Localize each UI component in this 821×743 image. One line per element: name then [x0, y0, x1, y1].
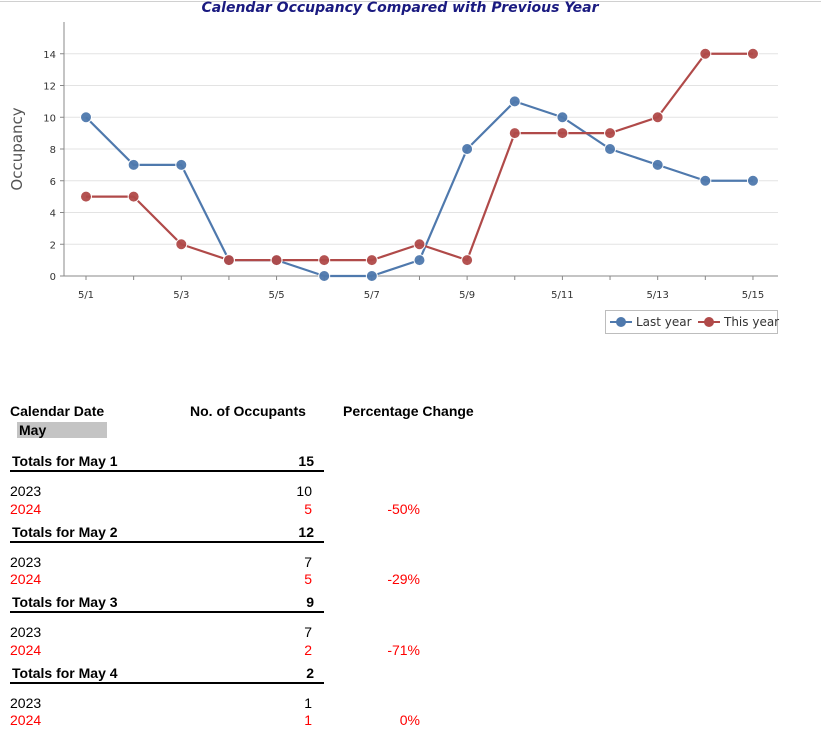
prev-year-label: 2023	[10, 554, 42, 570]
data-point-last-year	[508, 95, 521, 108]
data-point-last-year	[80, 111, 92, 124]
prev-year-count: 1	[304, 695, 312, 711]
occupancy-chart: Occupancy 0 2 4 6 8 10 12 14 5/1 5/3 5/5 5/7 5/9 5/11 5…	[8, 22, 778, 301]
data-point-last-year	[413, 254, 426, 267]
x-tick-label: 5/13	[646, 290, 668, 301]
data-point-this-year	[508, 127, 521, 140]
x-tick-label: 5/3	[173, 290, 189, 301]
day-total-label: Totals for May 3	[12, 594, 118, 610]
percentage-change: 0%	[399, 712, 420, 728]
data-point-last-year	[318, 270, 331, 282]
x-tick-label: 5/1	[78, 290, 94, 301]
cur-year-label: 2024	[10, 712, 42, 728]
y-tick-label: 0	[50, 272, 56, 283]
day-total-label: Totals for May 2	[12, 524, 118, 540]
data-point-last-year	[365, 270, 378, 282]
series-line-this-year	[86, 52, 753, 262]
legend-marker-last-year	[616, 317, 626, 327]
prev-year-label: 2023	[10, 483, 42, 499]
x-tick-label: 5/9	[459, 290, 475, 301]
data-point-this-year	[80, 190, 92, 203]
percentage-change: -29%	[387, 571, 420, 587]
data-point-this-year	[127, 190, 140, 203]
data-point-last-year	[699, 174, 712, 187]
day-total-value: 12	[298, 524, 314, 540]
data-point-this-year	[318, 254, 331, 267]
y-tick-label: 2	[50, 240, 56, 251]
data-point-this-year	[175, 238, 188, 251]
y-tick-label: 12	[43, 82, 56, 93]
chart-legend: Last year This year	[605, 310, 780, 334]
data-point-this-year	[413, 238, 426, 251]
data-point-last-year	[461, 143, 474, 155]
cur-year-count: 5	[304, 501, 312, 517]
data-point-last-year	[175, 158, 188, 171]
top-divider	[0, 1, 821, 2]
legend-label-last-year: Last year	[636, 315, 692, 329]
cur-year-label: 2024	[10, 642, 42, 658]
data-point-this-year	[270, 254, 283, 267]
data-point-last-year	[127, 158, 140, 171]
day-total-label: Totals for May 4	[12, 665, 118, 681]
total-underline	[10, 470, 324, 472]
data-point-this-year	[699, 47, 712, 60]
group-header-month: May	[17, 422, 107, 438]
data-point-this-year	[746, 47, 759, 60]
data-point-last-year	[746, 174, 759, 187]
day-total-value: 9	[306, 594, 314, 610]
prev-year-label: 2023	[10, 695, 42, 711]
prev-year-label: 2023	[10, 624, 42, 640]
day-group: Totals for May 3 9 2023 7 2024 2 -71%	[0, 594, 821, 665]
cur-year-count: 5	[304, 571, 312, 587]
legend-label-this-year: This year	[724, 315, 780, 329]
data-point-this-year	[222, 254, 235, 267]
day-group: Totals for May 4 2 2023 1 2024 1 0%	[0, 665, 821, 736]
total-underline	[10, 611, 324, 613]
cur-year-label: 2024	[10, 501, 42, 517]
total-underline	[10, 541, 324, 543]
y-tick-label: 10	[43, 113, 56, 124]
y-tick-label: 4	[50, 209, 56, 220]
cur-year-count: 1	[304, 712, 312, 728]
prev-year-count: 7	[304, 554, 312, 570]
legend-marker-this-year	[704, 317, 714, 327]
data-point-last-year	[651, 158, 664, 171]
x-tick-label: 5/7	[364, 290, 380, 301]
column-header-occupants: No. of Occupants	[190, 403, 306, 419]
data-point-this-year	[604, 127, 617, 140]
cur-year-label: 2024	[10, 571, 42, 587]
column-header-date: Calendar Date	[10, 403, 105, 419]
data-point-this-year	[365, 254, 378, 267]
total-underline	[10, 682, 324, 684]
y-tick-label: 8	[50, 145, 56, 156]
cur-year-count: 2	[304, 642, 312, 658]
y-tick-label: 6	[50, 177, 56, 188]
prev-year-count: 7	[304, 624, 312, 640]
column-header-change: Percentage Change	[343, 403, 474, 419]
percentage-change: -50%	[387, 501, 420, 517]
prev-year-count: 10	[296, 483, 312, 499]
day-group: Totals for May 2 12 2023 7 2024 5 -29%	[0, 524, 821, 595]
percentage-change: -71%	[387, 642, 420, 658]
day-total-value: 15	[298, 453, 314, 469]
x-tick-label: 5/5	[269, 290, 285, 301]
x-tick-label: 5/15	[742, 290, 764, 301]
report-title: Calendar Occupancy Compared with Previou…	[201, 0, 599, 16]
day-group: Totals for May 1 15 2023 10 2024 5 -50%	[0, 453, 821, 524]
data-point-this-year	[461, 254, 474, 267]
data-point-last-year	[604, 143, 617, 155]
data-point-this-year	[556, 127, 569, 140]
x-tick-label: 5/11	[551, 290, 573, 301]
y-axis-title: Occupancy	[8, 107, 26, 190]
data-point-this-year	[651, 111, 664, 124]
day-total-label: Totals for May 1	[12, 453, 118, 469]
y-tick-label: 14	[43, 50, 56, 61]
day-total-value: 2	[306, 665, 314, 681]
data-point-last-year	[556, 111, 569, 124]
